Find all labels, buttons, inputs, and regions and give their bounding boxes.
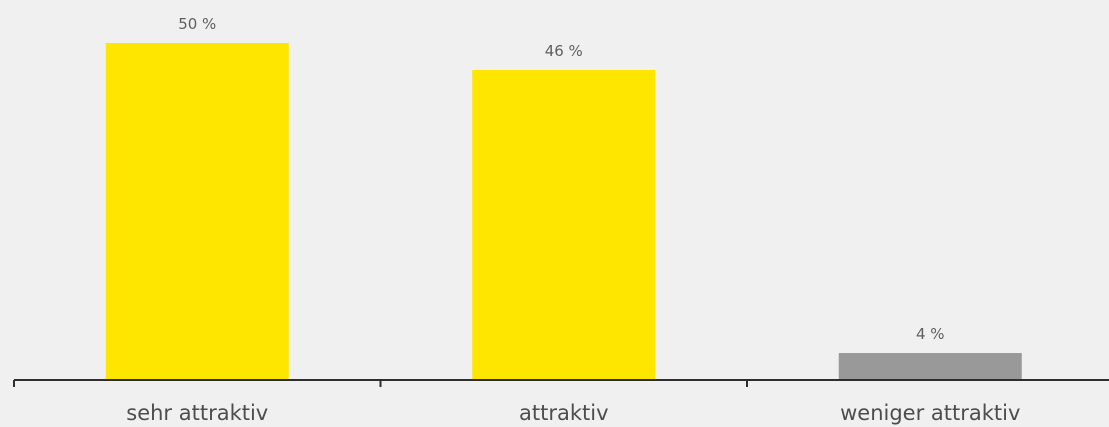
category-label-2: weniger attraktiv	[840, 401, 1020, 425]
bars-layer	[105, 43, 1022, 381]
bar-0	[105, 43, 289, 380]
bar-1	[472, 69, 656, 381]
category-label-1: attraktiv	[519, 401, 609, 425]
bar-2	[838, 353, 1022, 380]
category-labels-layer: sehr attraktiv attraktiv weniger attraktiv	[126, 401, 1020, 425]
category-label-0: sehr attraktiv	[126, 401, 268, 425]
x-axis	[13, 379, 1109, 387]
value-labels-layer: 50 % 46 % 4 %	[178, 15, 944, 343]
value-label-1: 46 %	[545, 42, 583, 60]
value-label-2: 4 %	[916, 325, 945, 343]
value-label-0: 50 %	[178, 15, 216, 33]
